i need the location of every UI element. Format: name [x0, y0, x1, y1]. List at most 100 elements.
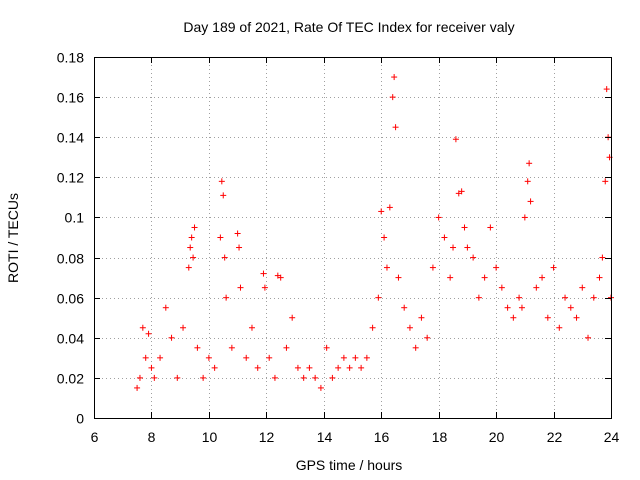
- data-point: [579, 284, 586, 291]
- data-point: [228, 344, 235, 351]
- data-point: [271, 374, 278, 381]
- grid-lines: [94, 57, 611, 418]
- data-point: [603, 86, 610, 93]
- data-point: [533, 284, 540, 291]
- data-point: [544, 314, 551, 321]
- data-point: [556, 324, 563, 331]
- data-point: [516, 294, 523, 301]
- data-point: [392, 124, 399, 131]
- x-axis-ticks: 6 8 10 12 14 16 18 20 22 24: [91, 57, 620, 445]
- data-point: [194, 344, 201, 351]
- data-point: [243, 354, 250, 361]
- plot-frame: [94, 57, 612, 419]
- data-point: [148, 364, 155, 371]
- data-point: [188, 234, 195, 241]
- y-tick-label: 0.04: [57, 331, 84, 347]
- y-tick-label: 0.12: [57, 170, 84, 186]
- data-point: [450, 244, 457, 251]
- data-point: [220, 192, 227, 199]
- data-point: [406, 324, 413, 331]
- data-point: [596, 274, 603, 281]
- data-point: [358, 364, 365, 371]
- y-tick-label: 0.02: [57, 371, 84, 387]
- data-point: [346, 364, 353, 371]
- data-point: [323, 344, 330, 351]
- data-point: [312, 374, 319, 381]
- data-point: [335, 364, 342, 371]
- y-tick-label: 0.08: [57, 251, 84, 267]
- x-tick-label: 8: [148, 429, 156, 445]
- data-point: [260, 270, 267, 277]
- data-point: [205, 354, 212, 361]
- data-point: [221, 254, 228, 261]
- data-point: [412, 344, 419, 351]
- data-point: [236, 244, 243, 251]
- y-axis-label: ROTI / TECUs: [5, 193, 21, 283]
- data-point: [151, 374, 158, 381]
- data-point: [493, 264, 500, 271]
- data-point: [134, 384, 141, 391]
- data-point: [254, 364, 261, 371]
- data-point: [223, 294, 230, 301]
- data-point: [378, 208, 385, 215]
- data-point: [329, 374, 336, 381]
- data-point: [300, 374, 307, 381]
- data-point: [567, 304, 574, 311]
- data-point: [157, 354, 164, 361]
- x-tick-label: 24: [604, 429, 620, 445]
- data-point: [180, 324, 187, 331]
- data-point: [481, 274, 488, 281]
- data-point: [187, 244, 194, 251]
- data-point: [145, 330, 152, 337]
- data-point: [136, 374, 143, 381]
- data-point: [306, 364, 313, 371]
- data-point: [518, 304, 525, 311]
- data-point: [162, 304, 169, 311]
- y-axis-ticks: 0 0.02 0.04 0.06 0.08 0.1 0.12 0.14 0.16 0.18: [57, 50, 611, 427]
- data-point: [294, 364, 301, 371]
- data-point: [487, 224, 494, 231]
- data-point: [283, 344, 290, 351]
- data-point: [391, 74, 398, 81]
- y-tick-label: 0.18: [57, 50, 84, 66]
- data-point: [429, 264, 436, 271]
- data-point: [424, 334, 431, 341]
- data-point: [168, 334, 175, 341]
- data-point: [539, 274, 546, 281]
- data-point: [590, 294, 597, 301]
- data-point: [464, 244, 471, 251]
- data-points: [134, 74, 614, 391]
- x-tick-label: 16: [374, 429, 390, 445]
- data-point: [395, 274, 402, 281]
- data-point: [475, 294, 482, 301]
- data-point: [317, 384, 324, 391]
- data-point: [498, 284, 505, 291]
- data-point: [435, 214, 442, 221]
- data-point: [261, 284, 268, 291]
- data-point: [340, 354, 347, 361]
- data-point: [142, 354, 149, 361]
- data-point: [521, 214, 528, 221]
- data-point: [218, 178, 225, 185]
- data-point: [190, 254, 197, 261]
- data-point: [441, 234, 448, 241]
- data-point: [174, 374, 181, 381]
- data-point: [526, 160, 533, 167]
- data-point: [211, 364, 218, 371]
- x-tick-label: 10: [202, 429, 218, 445]
- data-point: [386, 204, 393, 211]
- data-point: [185, 264, 192, 271]
- data-point: [200, 374, 207, 381]
- data-point: [289, 314, 296, 321]
- data-point: [524, 178, 531, 185]
- y-tick-label: 0.14: [57, 130, 84, 146]
- data-point: [510, 314, 517, 321]
- data-point: [234, 230, 241, 237]
- y-tick-label: 0.06: [57, 291, 84, 307]
- x-tick-label: 6: [91, 429, 99, 445]
- x-tick-label: 12: [259, 429, 275, 445]
- y-tick-label: 0: [76, 411, 84, 427]
- data-point: [266, 354, 273, 361]
- data-point: [504, 304, 511, 311]
